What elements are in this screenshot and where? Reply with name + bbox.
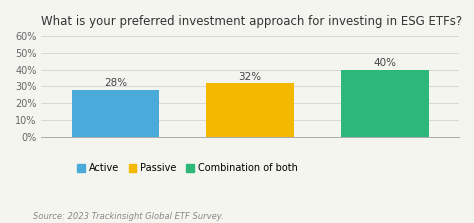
Text: 28%: 28% <box>104 78 127 88</box>
Bar <box>72 90 159 137</box>
Bar <box>206 83 294 137</box>
Text: 40%: 40% <box>374 58 396 68</box>
Text: What is your preferred investment approach for investing in ESG ETFs?: What is your preferred investment approa… <box>41 15 463 28</box>
Bar <box>341 70 428 137</box>
Legend: Active, Passive, Combination of both: Active, Passive, Combination of both <box>73 160 302 177</box>
Text: 32%: 32% <box>238 72 262 82</box>
Text: Source: 2023 Trackinsight Global ETF Survey.: Source: 2023 Trackinsight Global ETF Sur… <box>33 212 224 221</box>
